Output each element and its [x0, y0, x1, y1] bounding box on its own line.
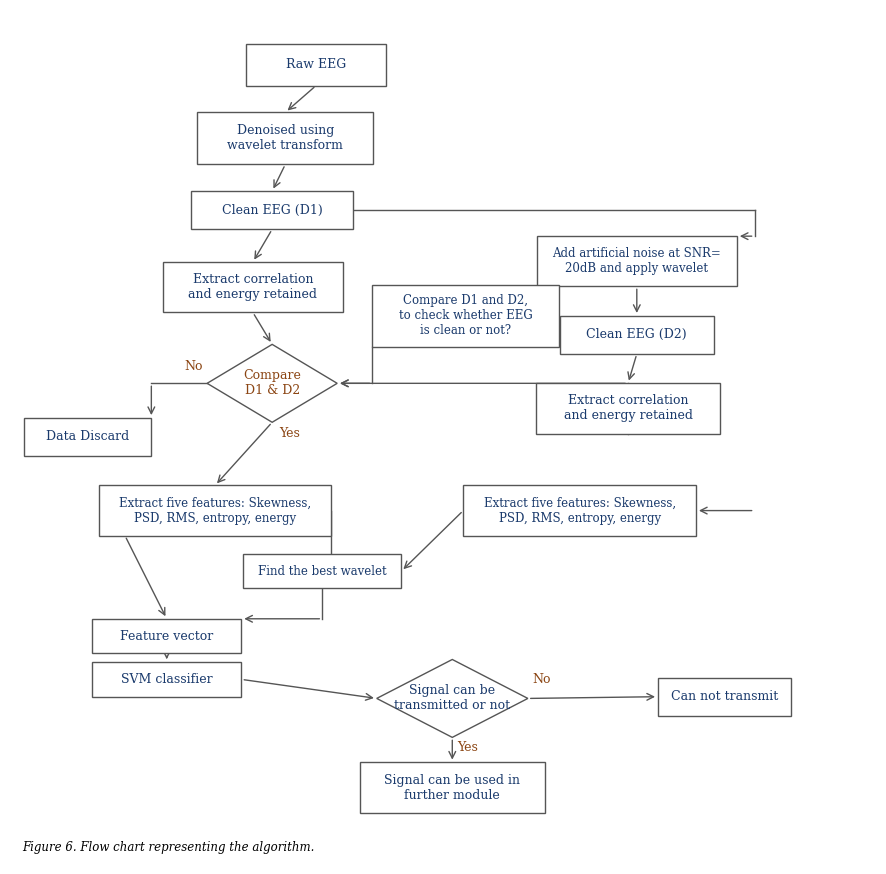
Polygon shape	[207, 344, 337, 422]
FancyBboxPatch shape	[98, 485, 331, 536]
Text: Clean EEG (D1): Clean EEG (D1)	[222, 204, 323, 217]
FancyBboxPatch shape	[245, 44, 386, 86]
FancyBboxPatch shape	[360, 762, 544, 813]
Text: Clean EEG (D2): Clean EEG (D2)	[586, 329, 687, 342]
FancyBboxPatch shape	[535, 384, 719, 434]
Text: Yes: Yes	[457, 741, 478, 754]
FancyBboxPatch shape	[536, 236, 736, 287]
FancyBboxPatch shape	[198, 113, 373, 164]
Text: Compare
D1 & D2: Compare D1 & D2	[243, 370, 300, 398]
Text: No: No	[184, 360, 203, 373]
Text: Data Discard: Data Discard	[46, 431, 129, 443]
Polygon shape	[377, 660, 527, 738]
FancyBboxPatch shape	[657, 677, 790, 716]
Text: Extract five features: Skewness,
PSD, RMS, entropy, energy: Extract five features: Skewness, PSD, RM…	[483, 496, 675, 524]
Text: Feature vector: Feature vector	[120, 629, 214, 642]
FancyBboxPatch shape	[462, 485, 696, 536]
FancyBboxPatch shape	[559, 316, 713, 354]
Text: Signal can be used in
further module: Signal can be used in further module	[384, 773, 520, 801]
FancyBboxPatch shape	[92, 619, 241, 654]
Text: Denoised using
wavelet transform: Denoised using wavelet transform	[227, 124, 343, 152]
Text: Extract five features: Skewness,
PSD, RMS, entropy, energy: Extract five features: Skewness, PSD, RM…	[119, 496, 311, 524]
FancyBboxPatch shape	[243, 554, 400, 588]
Text: Raw EEG: Raw EEG	[285, 59, 346, 72]
Text: Find the best wavelet: Find the best wavelet	[258, 565, 386, 578]
FancyBboxPatch shape	[372, 285, 558, 347]
FancyBboxPatch shape	[24, 418, 152, 456]
FancyBboxPatch shape	[190, 191, 353, 229]
Text: SVM classifier: SVM classifier	[120, 673, 213, 686]
Text: Compare D1 and D2,
to check whether EEG
is clean or not?: Compare D1 and D2, to check whether EEG …	[398, 295, 532, 337]
Text: Signal can be
transmitted or not: Signal can be transmitted or not	[393, 684, 509, 712]
Text: Add artificial noise at SNR=
20dB and apply wavelet: Add artificial noise at SNR= 20dB and ap…	[552, 247, 720, 275]
FancyBboxPatch shape	[163, 262, 343, 312]
FancyBboxPatch shape	[92, 662, 241, 697]
Text: Figure 6. Flow chart representing the algorithm.: Figure 6. Flow chart representing the al…	[22, 842, 315, 854]
Text: Can not transmit: Can not transmit	[671, 690, 777, 704]
Text: Extract correlation
and energy retained: Extract correlation and energy retained	[188, 274, 317, 302]
Text: Extract correlation
and energy retained: Extract correlation and energy retained	[563, 394, 692, 422]
Text: Yes: Yes	[279, 427, 299, 440]
Text: No: No	[532, 673, 550, 686]
